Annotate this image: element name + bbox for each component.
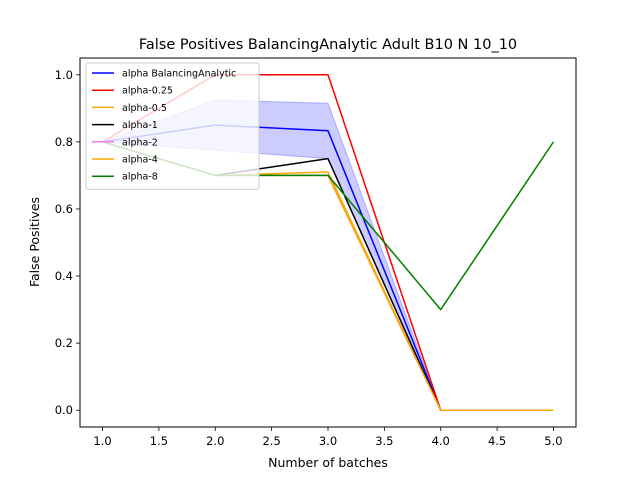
- y-tick-label: 0.6: [55, 202, 73, 216]
- chart-title: False Positives BalancingAnalytic Adult …: [139, 37, 517, 53]
- y-axis-label: False Positives: [27, 197, 42, 287]
- x-tick-label: 3.0: [319, 434, 337, 448]
- legend-label-6: alpha-8: [122, 172, 158, 183]
- x-tick-label: 1.5: [150, 434, 168, 448]
- y-tick-label: 0.0: [55, 403, 73, 417]
- x-tick-label: 5.0: [544, 434, 562, 448]
- legend-label-5: alpha-4: [122, 155, 158, 166]
- x-tick-label: 4.0: [432, 434, 450, 448]
- x-axis-ticks: 1.0 1.5 2.0 2.5 3.0 3.5 4.0 4.5 5.0: [93, 427, 563, 448]
- x-axis-label: Number of batches: [268, 455, 388, 470]
- x-tick-label: 2.5: [262, 434, 280, 448]
- y-tick-label: 0.2: [55, 336, 73, 350]
- x-tick-label: 1.0: [93, 434, 111, 448]
- legend-label-4: alpha-2: [122, 137, 158, 148]
- legend-label-2: alpha-0.5: [122, 103, 167, 114]
- legend-box: [85, 62, 260, 190]
- y-tick-label: 0.4: [55, 269, 73, 283]
- legend: alpha BalancingAnalytic alpha-0.25 alpha-0…: [85, 62, 260, 190]
- legend-label-3: alpha-1: [122, 120, 158, 131]
- x-tick-label: 4.5: [488, 434, 506, 448]
- legend-label-1: alpha-0.25: [122, 86, 173, 97]
- y-tick-label: 1.0: [55, 68, 73, 82]
- legend-label-0: alpha BalancingAnalytic: [122, 69, 236, 80]
- y-tick-label: 0.8: [55, 135, 73, 149]
- x-tick-label: 2.0: [206, 434, 224, 448]
- x-tick-label: 3.5: [375, 434, 393, 448]
- y-axis-ticks: 0.0 0.2 0.4 0.6 0.8 1.0: [55, 68, 80, 417]
